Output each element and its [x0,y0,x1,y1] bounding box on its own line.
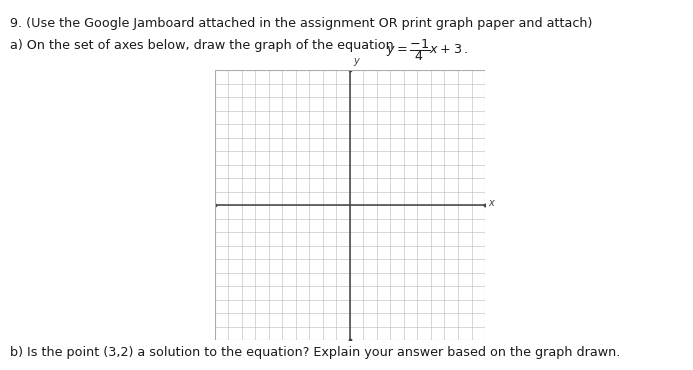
Text: y: y [353,56,359,66]
Text: x: x [489,198,494,208]
Text: a) On the set of axes below, draw the graph of the equation: a) On the set of axes below, draw the gr… [10,39,398,52]
Text: $y = \dfrac{-1}{4}x+3\,.$: $y = \dfrac{-1}{4}x+3\,.$ [386,37,468,63]
Text: 9. (Use the Google Jamboard attached in the assignment OR print graph paper and : 9. (Use the Google Jamboard attached in … [10,17,592,30]
Text: b) Is the point (3,2) a solution to the equation? Explain your answer based on t: b) Is the point (3,2) a solution to the … [10,346,620,359]
